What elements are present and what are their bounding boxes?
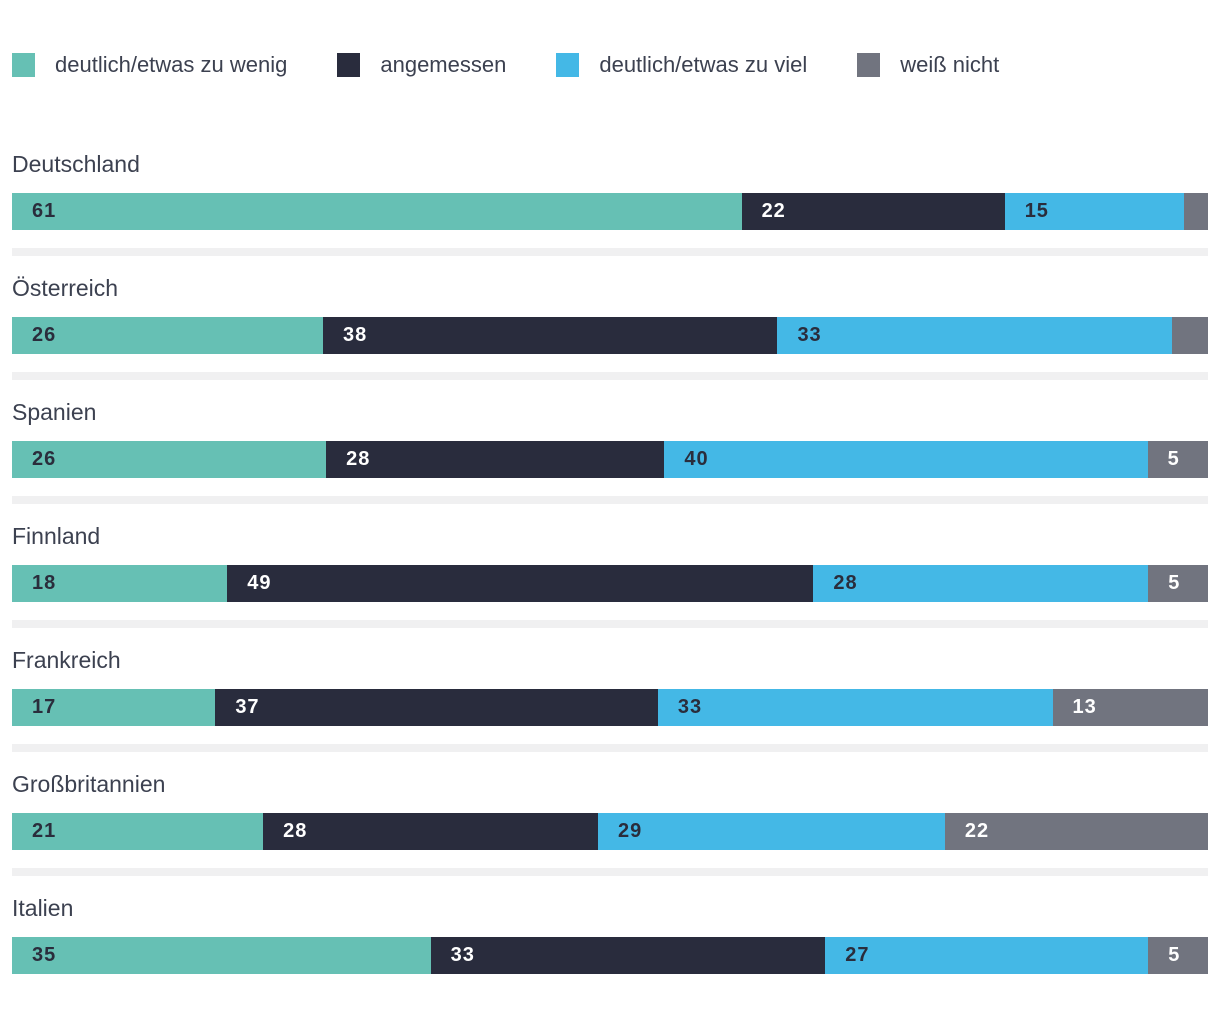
segment-value-label: 26	[32, 324, 57, 346]
bar-segment: 13	[1052, 689, 1208, 726]
segment-value-label: 22	[761, 200, 786, 222]
legend-color-swatch	[337, 53, 361, 77]
country-label: Deutschland	[12, 151, 140, 177]
row-separator	[12, 372, 1208, 380]
segment-value-label: 61	[32, 200, 57, 222]
legend-color-swatch	[12, 53, 35, 77]
bar-segment: 33	[777, 317, 1173, 354]
segment-value-label: 5	[1168, 572, 1181, 594]
legend-color-swatch	[556, 53, 580, 77]
country-row: Spanien 26 28 40 5	[0, 399, 1220, 504]
row-separator	[12, 868, 1208, 876]
segment-value-label: 33	[797, 324, 822, 346]
stacked-bar: 61 22 15	[12, 193, 1209, 230]
segment-value-label: 15	[1024, 200, 1049, 222]
legend-color-swatch	[857, 53, 881, 77]
segment-value-label: 38	[342, 324, 368, 346]
country-row: Großbritannien 21 28 29 22	[0, 771, 1220, 876]
segment-value-label: 28	[283, 820, 308, 842]
chart-legend: deutlich/etwas zu wenig angemessen deutlic…	[12, 52, 1208, 78]
bar-segment: 22	[741, 193, 1005, 230]
bar-segment: 61	[12, 193, 742, 230]
bar-segment	[1172, 317, 1208, 354]
stacked-bar: 35 33 27 5	[12, 937, 1208, 974]
bar-segment: 28	[813, 565, 1149, 602]
segment-value-label: 26	[32, 448, 57, 470]
bar-segment: 18	[12, 565, 228, 602]
segment-value-label: 13	[1072, 696, 1097, 718]
segment-value-label: 5	[1167, 448, 1180, 470]
bar-segment: 37	[215, 689, 658, 726]
segment-value-label: 40	[684, 448, 709, 470]
legend-label: weiß nicht	[900, 52, 1000, 77]
bar-segment: 49	[227, 565, 814, 602]
stacked-bar: 21 28 29 22	[12, 813, 1208, 850]
bar-segment: 40	[664, 441, 1148, 478]
country-row: Deutschland 61 22 15	[0, 151, 1220, 256]
legend-label: deutlich/etwas zu wenig	[55, 52, 288, 77]
bar-segment: 33	[430, 937, 826, 974]
bar-segment: 29	[598, 813, 945, 850]
segment-value-label: 18	[32, 572, 57, 594]
stacked-bar: 18 49 28 5	[12, 565, 1208, 602]
country-label: Frankreich	[12, 647, 121, 673]
bar-segment: 27	[825, 937, 1149, 974]
bar-segment: 15	[1004, 193, 1185, 230]
segment-value-label: 28	[346, 448, 371, 470]
row-separator	[12, 620, 1208, 628]
legend-item: angemessen	[337, 52, 506, 78]
segment-value-label: 33	[677, 696, 703, 718]
bar-segment: 22	[944, 813, 1208, 850]
bar-segment: 28	[326, 441, 665, 478]
legend-item: weiß nicht	[857, 52, 999, 78]
stacked-bar: 26 38 33	[12, 317, 1208, 354]
segment-value-label: 33	[450, 944, 475, 966]
segment-value-label: 22	[964, 820, 990, 842]
legend-label: deutlich/etwas zu viel	[599, 52, 808, 77]
bar-segment: 5	[1147, 441, 1208, 478]
country-label: Italien	[12, 895, 74, 921]
segment-value-label: 49	[247, 572, 272, 594]
bar-segment: 38	[322, 317, 778, 354]
bar-segment: 33	[657, 689, 1053, 726]
country-label: Finnland	[12, 523, 101, 549]
legend-item: deutlich/etwas zu wenig	[12, 52, 287, 78]
bar-segment: 21	[12, 813, 264, 850]
country-row: Finnland 18 49 28 5	[0, 523, 1220, 628]
segment-value-label: 28	[833, 572, 858, 594]
bar-segment: 28	[263, 813, 599, 850]
segment-value-label: 21	[32, 820, 57, 842]
segment-value-label: 35	[32, 944, 57, 966]
segment-value-label: 17	[32, 696, 57, 718]
segment-value-label: 27	[845, 944, 870, 966]
row-separator	[12, 496, 1208, 504]
bar-segment: 26	[12, 441, 327, 478]
stacked-bar: 17 37 33 13	[12, 689, 1208, 726]
stacked-bar: 26 28 40 5	[12, 441, 1208, 478]
bar-segment: 5	[1148, 565, 1208, 602]
segment-value-label: 37	[235, 696, 260, 718]
country-row: Italien 35 33 27 5	[0, 895, 1220, 974]
bar-segment: 35	[12, 937, 431, 974]
legend-item: deutlich/etwas zu viel	[556, 52, 807, 78]
country-label: Großbritannien	[12, 771, 166, 797]
bar-segment: 5	[1148, 937, 1208, 974]
country-label: Österreich	[12, 275, 119, 301]
country-row: Österreich 26 38 33	[0, 275, 1220, 380]
bar-segment: 17	[12, 689, 216, 726]
country-row: Frankreich 17 37 33 13	[0, 647, 1220, 752]
country-label: Spanien	[12, 399, 97, 425]
chart-rows: Deutschland 61 22 15 Österreich 26 38 33 Spanien…	[0, 151, 1220, 974]
bar-segment	[1184, 193, 1209, 230]
bar-segment: 26	[12, 317, 323, 354]
segment-value-label: 5	[1168, 944, 1181, 966]
row-separator	[12, 744, 1208, 752]
row-separator	[12, 248, 1208, 256]
segment-value-label: 29	[618, 820, 643, 842]
legend-label: angemessen	[380, 52, 507, 77]
